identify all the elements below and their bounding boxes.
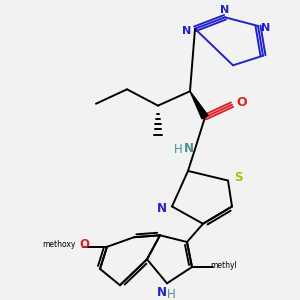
Text: O: O — [237, 96, 247, 109]
Text: N: N — [220, 4, 230, 15]
Text: methyl: methyl — [211, 261, 237, 270]
Text: N: N — [157, 286, 167, 299]
Text: methoxy: methoxy — [42, 240, 76, 249]
Text: S: S — [234, 171, 242, 184]
Text: N: N — [184, 142, 194, 155]
Text: N: N — [182, 26, 192, 36]
Polygon shape — [190, 91, 208, 119]
Text: H: H — [174, 143, 182, 156]
Text: N: N — [261, 23, 271, 33]
Text: H: H — [167, 288, 176, 300]
Text: N: N — [157, 202, 167, 215]
Text: O: O — [79, 238, 89, 251]
